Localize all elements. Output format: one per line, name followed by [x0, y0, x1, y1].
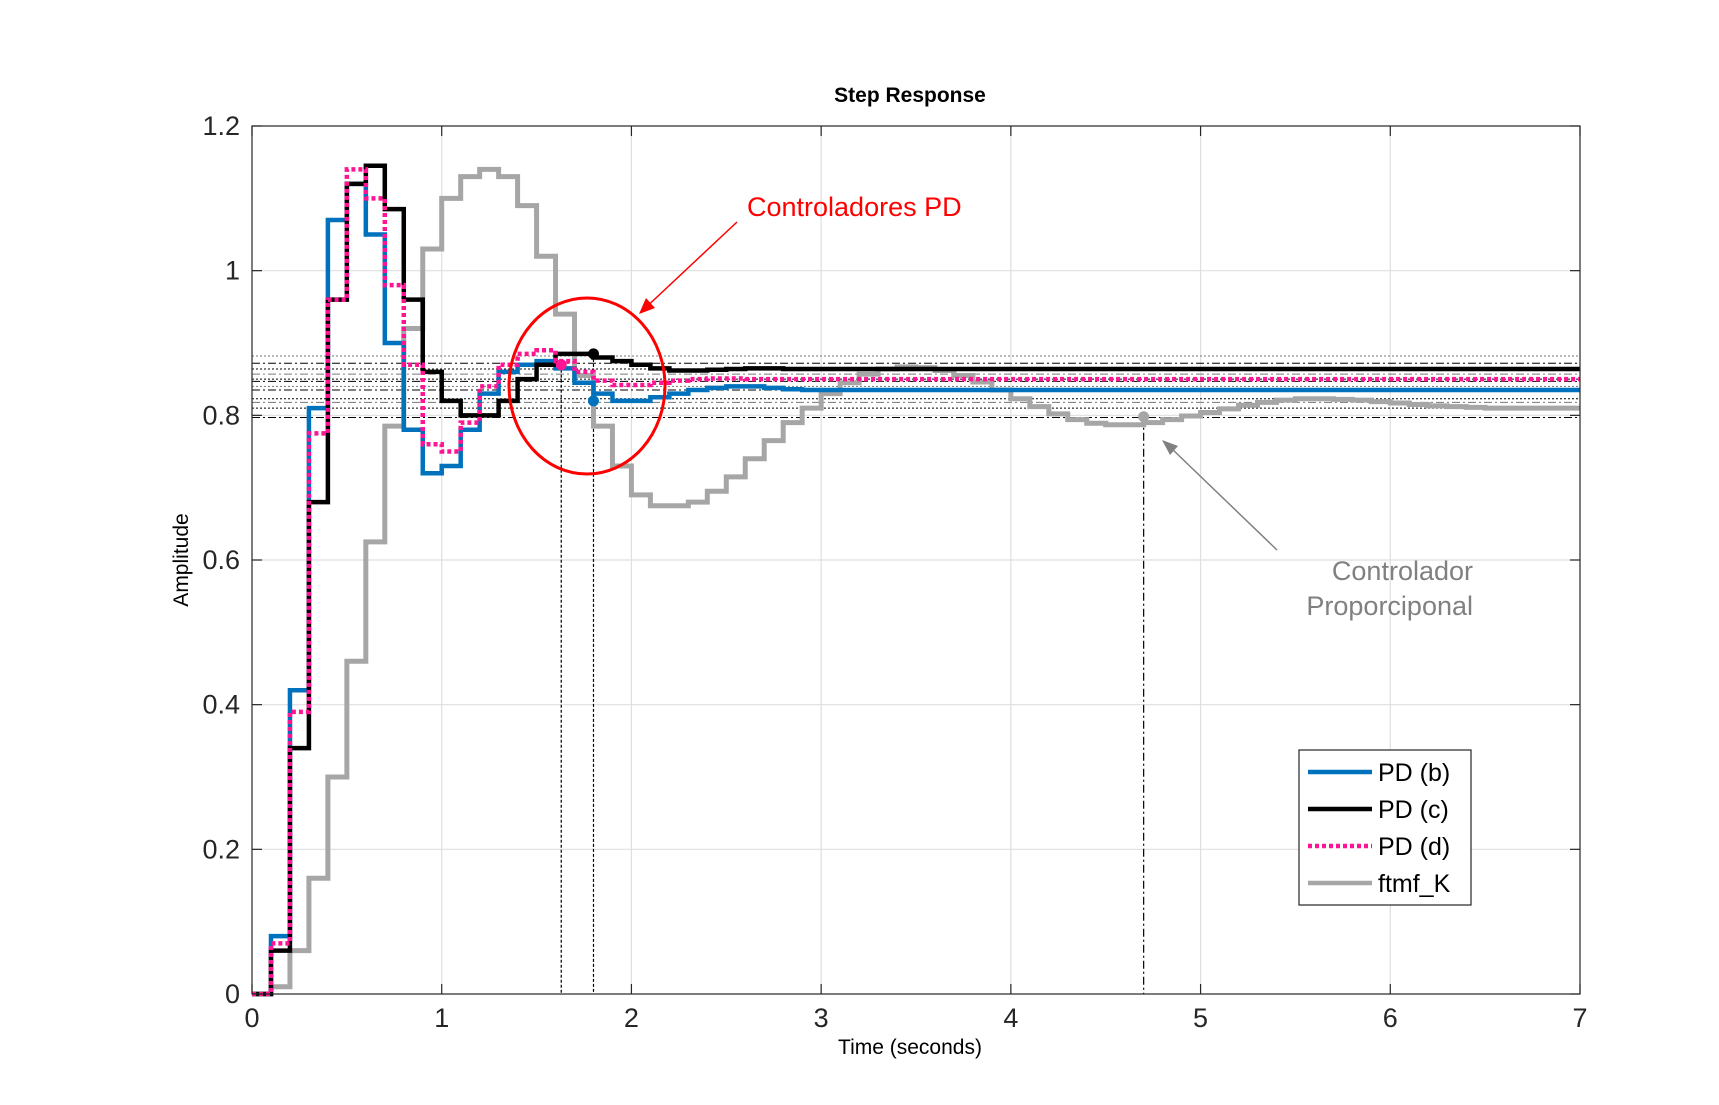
x-tick-label: 2 — [624, 1003, 639, 1033]
y-tick-label: 0.2 — [202, 834, 240, 864]
legend-label-pd-b: PD (b) — [1378, 759, 1450, 787]
overshoot-highlight-ellipse — [507, 296, 667, 476]
chart-title: Step Response — [834, 84, 986, 107]
x-tick-label: 4 — [1003, 1003, 1018, 1033]
legend-label-pd-d: PD (d) — [1378, 833, 1450, 861]
response-marker — [1138, 411, 1150, 423]
series-layer — [252, 163, 1580, 997]
x-tick-label: 5 — [1193, 1003, 1208, 1033]
x-tick-label: 0 — [244, 1003, 259, 1033]
legend-entry-pd-c[interactable]: PD (c) — [1308, 796, 1449, 824]
grid-layer — [252, 126, 1580, 994]
legend-entry-pd-b[interactable]: PD (b) — [1308, 759, 1450, 787]
response-marker — [555, 359, 567, 371]
pd-annotation-arrow — [640, 221, 738, 313]
series-pd-c — [252, 163, 1580, 997]
y-tick-label: 0.8 — [202, 400, 240, 430]
response-marker — [587, 348, 599, 360]
y-tick-label: 0.6 — [202, 545, 240, 575]
marker-layer — [555, 348, 1150, 423]
p-annotation-label-line2: Proporciponal — [1306, 591, 1473, 621]
y-tick-label: 0.4 — [202, 690, 240, 720]
series-pd-d — [252, 167, 1580, 997]
response-marker — [587, 395, 599, 407]
legend-entry-ftmf-k[interactable]: ftmf_K — [1308, 870, 1451, 898]
x-axis-label: Time (seconds) — [838, 1036, 982, 1059]
series-pd-b — [252, 181, 1580, 997]
y-tick-label: 1.2 — [202, 111, 240, 141]
p-annotation-arrow — [1169, 446, 1278, 551]
legend-label-ftmf-k: ftmf_K — [1378, 870, 1451, 898]
pd-annotation: Controladores PD — [507, 192, 962, 476]
pd-arrowhead-icon — [639, 298, 655, 314]
p-annotation-label-line1: Controlador — [1332, 556, 1473, 586]
legend-entry-pd-d[interactable]: PD (d) — [1308, 833, 1450, 861]
legend-label-pd-c: PD (c) — [1378, 796, 1449, 824]
p-arrowhead-icon — [1162, 440, 1178, 455]
x-tick-label: 1 — [434, 1003, 449, 1033]
x-tick-label: 6 — [1383, 1003, 1398, 1033]
x-tick-label: 7 — [1572, 1003, 1587, 1033]
y-tick-label: 1 — [225, 256, 240, 286]
y-axis-label: Amplitude — [170, 513, 193, 606]
legend[interactable]: PD (b) PD (c) PD (d) ftmf_K — [1298, 749, 1472, 906]
y-tick-label: 0 — [225, 979, 240, 1009]
tick-layer: 0 1 2 3 4 5 6 7 0 0.2 0.4 0.6 0.8 1 1.2 — [202, 111, 1587, 1033]
pd-annotation-label: Controladores PD — [747, 192, 962, 222]
p-annotation: Controlador Proporciponal — [1162, 440, 1473, 621]
legend-box — [1298, 749, 1472, 906]
x-tick-label: 3 — [814, 1003, 829, 1033]
